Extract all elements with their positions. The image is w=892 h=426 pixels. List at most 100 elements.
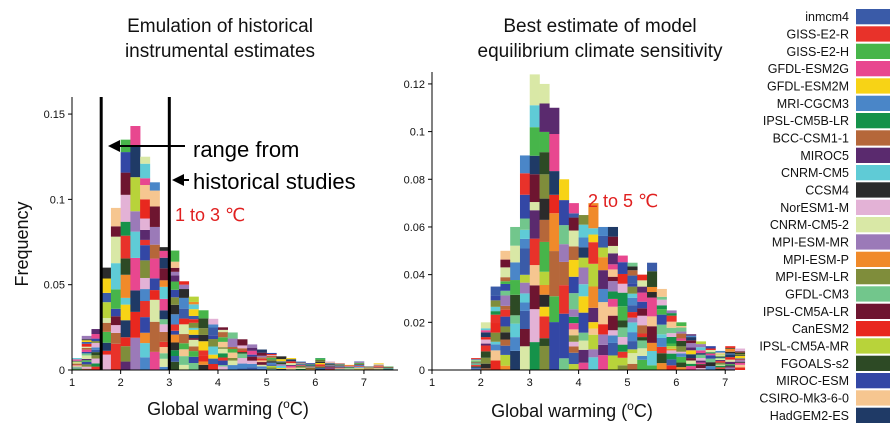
bar-segment [627,305,638,313]
bar-segment [519,229,531,239]
bar-segment [617,351,628,358]
bar-segment [373,363,384,364]
bar-segment [568,329,579,336]
bar-segment [510,226,521,246]
bar-segment [676,340,687,347]
bar-segment [315,362,326,365]
bar-segment [237,345,248,349]
y-tick-label: 0.1 [50,194,65,206]
bar-segment [315,365,326,367]
bar-segment [500,290,511,296]
legend-label: IPSL-CM5B-LR [763,114,849,128]
bar-segment [169,271,180,276]
bar-segment [686,347,697,351]
bar-segment [256,352,267,356]
bar-segment [295,364,306,366]
bar-segment [715,364,726,366]
bar-segment [140,156,151,164]
bar-segment [539,219,550,242]
bar-segment [568,293,579,310]
bar-segment [686,363,697,367]
bar-segment [666,353,677,360]
bar-segment [588,203,599,229]
bar-segment [471,363,482,365]
bar-segment [725,359,736,362]
bar-segment [617,357,628,366]
bar-segment [715,360,726,362]
bar-segment [169,324,180,331]
bar-segment [666,343,677,347]
bar-segment [500,339,511,346]
bar-segment [559,179,570,201]
bar-segment [627,317,638,323]
bar-segment [217,332,228,338]
bar-segment [101,322,112,332]
bar-segment [227,332,238,339]
bar-segment [539,271,550,285]
bar-segment [647,297,658,317]
bar-segment [315,367,326,369]
bar-segment [715,350,726,353]
bar-segment [568,259,579,277]
bar-segment [519,173,531,195]
bar-segment [529,202,540,211]
bar-segment [276,361,287,363]
bar-segment [480,339,491,344]
bar-segment [188,309,199,316]
bar-segment [519,346,531,370]
bar-segment [140,317,151,333]
bar-segment [725,365,736,367]
bar-segment [120,304,131,321]
bar-segment [334,363,345,365]
bar-segment [725,346,736,349]
bar-segment [198,355,209,362]
bar-segment [81,349,92,352]
bar-segment [198,334,209,342]
bar-segment [266,359,277,362]
bar-segment [637,325,648,334]
bar-segment [334,364,345,366]
bar-segment [198,328,209,335]
bar-segment [539,294,550,307]
bar-segment [617,344,628,352]
bar-segment [227,357,238,361]
bar-segment [695,358,706,361]
legend-label: inmcm4 [805,10,849,24]
bar-segment [539,198,550,220]
bar-segment [607,269,619,277]
bar-segment [130,177,141,212]
bar-segment [179,297,190,309]
bar-segment [237,339,248,346]
bars-historical [72,126,394,371]
legend-label: CNRM-CM5 [781,166,849,180]
bar-segment [471,359,482,361]
bar-segment [490,332,501,342]
y-tick-label: 0.08 [404,174,425,186]
bar-segment [500,332,511,340]
bar-segment [647,292,658,298]
bar-segment [705,353,716,356]
bar-segment [539,83,550,104]
bar-segment [315,368,326,370]
y-tick-label: 0.05 [44,280,65,292]
bar-segment [519,302,531,311]
x-tick-label: 1 [429,377,435,389]
bar-segment [344,365,355,367]
bar-segment [529,174,540,203]
bar-segment [286,367,297,370]
legend-label: MPI-ESM-P [783,253,849,267]
y-tick-label: 0.12 [404,79,425,91]
bar-segment [344,368,355,370]
bar-segment [578,340,589,350]
bar-segment [237,350,248,353]
bar-segment [81,351,92,354]
bar-segment [91,347,102,350]
y-tick-label: 0 [419,365,425,377]
bar-segment [735,350,746,352]
bar-segment [208,327,219,336]
bar-segment [169,281,180,290]
x-tick-label: 5 [264,377,270,389]
bar-segment [72,368,83,369]
bar-segment [120,235,131,259]
bar-segment [256,366,267,369]
